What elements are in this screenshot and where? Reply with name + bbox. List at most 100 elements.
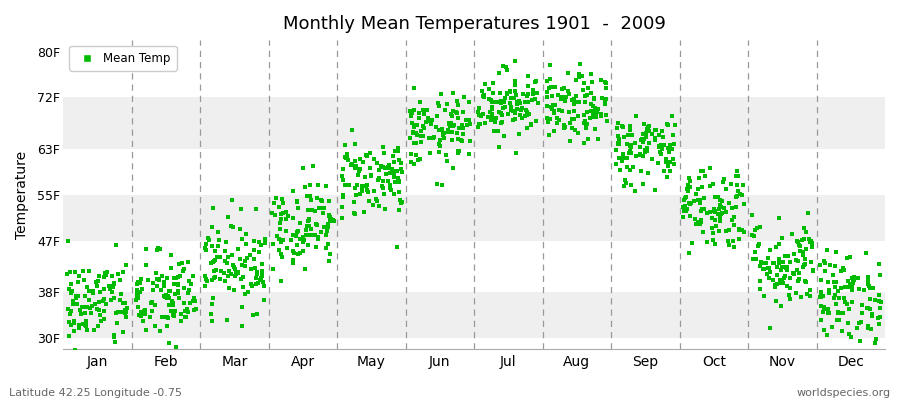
Point [589, 114, 603, 120]
Point [107, 334, 122, 340]
Point [109, 310, 123, 316]
Point [368, 196, 382, 202]
Point [139, 327, 153, 333]
Point [822, 310, 836, 316]
Point [832, 316, 846, 323]
Point [320, 221, 335, 227]
Point [690, 186, 705, 192]
Point [863, 285, 878, 291]
Point [544, 84, 558, 90]
Point [340, 151, 355, 157]
Point [548, 102, 562, 108]
Point [323, 218, 338, 224]
Point [151, 276, 166, 282]
Point [279, 228, 293, 234]
Point [566, 100, 580, 107]
Point [656, 134, 670, 140]
Point [816, 306, 831, 312]
Point [514, 106, 528, 113]
Point [785, 231, 799, 238]
Point [508, 77, 522, 84]
Point [822, 286, 836, 293]
Point [682, 175, 697, 181]
Point [347, 210, 362, 216]
Point [505, 108, 519, 114]
Point [624, 144, 638, 151]
Point [488, 118, 502, 125]
Point [317, 224, 331, 231]
Point [827, 279, 842, 285]
Point [387, 191, 401, 198]
Point [173, 272, 187, 279]
Point [862, 296, 877, 303]
Point [826, 295, 841, 301]
Point [171, 282, 185, 288]
Point [791, 258, 806, 264]
Point [109, 242, 123, 249]
Point [854, 319, 868, 326]
Point [868, 296, 882, 303]
Point [507, 95, 521, 102]
Point [146, 280, 160, 287]
Point [205, 277, 220, 283]
Point [178, 314, 193, 320]
Point [774, 267, 788, 273]
Point [230, 269, 245, 276]
Point [249, 275, 264, 281]
Point [107, 295, 122, 302]
Point [504, 95, 518, 101]
Point [338, 182, 352, 188]
Point [319, 232, 333, 238]
Point [290, 199, 304, 205]
Point [96, 298, 111, 304]
Point [484, 111, 499, 117]
Point [395, 169, 410, 176]
Point [564, 116, 579, 122]
Point [313, 228, 328, 235]
Point [616, 183, 631, 189]
Point [129, 297, 143, 304]
Point [821, 279, 835, 286]
Point [611, 132, 625, 139]
Point [846, 274, 860, 280]
Point [59, 271, 74, 277]
Point [204, 277, 219, 283]
Point [874, 299, 888, 306]
Point [311, 236, 326, 242]
Point [376, 185, 391, 191]
Point [177, 299, 192, 306]
Point [860, 323, 875, 330]
Point [79, 326, 94, 333]
Point [844, 284, 859, 290]
Point [292, 236, 307, 242]
Point [338, 142, 353, 148]
Point [402, 135, 417, 141]
Point [304, 197, 319, 204]
Point [699, 239, 714, 246]
Point [459, 117, 473, 123]
Point [160, 322, 175, 329]
Point [168, 275, 183, 282]
Point [136, 318, 150, 324]
Point [207, 258, 221, 264]
Point [387, 171, 401, 177]
Point [722, 199, 736, 206]
Point [496, 105, 510, 112]
Point [640, 145, 654, 152]
Point [308, 207, 322, 214]
Point [719, 228, 733, 234]
Point [797, 261, 812, 267]
Point [161, 293, 176, 299]
Point [662, 147, 676, 153]
Point [719, 209, 733, 215]
Point [235, 304, 249, 310]
Point [620, 164, 634, 170]
Point [359, 182, 374, 189]
Point [411, 109, 426, 116]
Point [121, 305, 135, 312]
Point [166, 313, 181, 320]
Point [562, 138, 577, 144]
Point [451, 150, 465, 156]
Point [554, 86, 569, 92]
Point [484, 106, 499, 113]
